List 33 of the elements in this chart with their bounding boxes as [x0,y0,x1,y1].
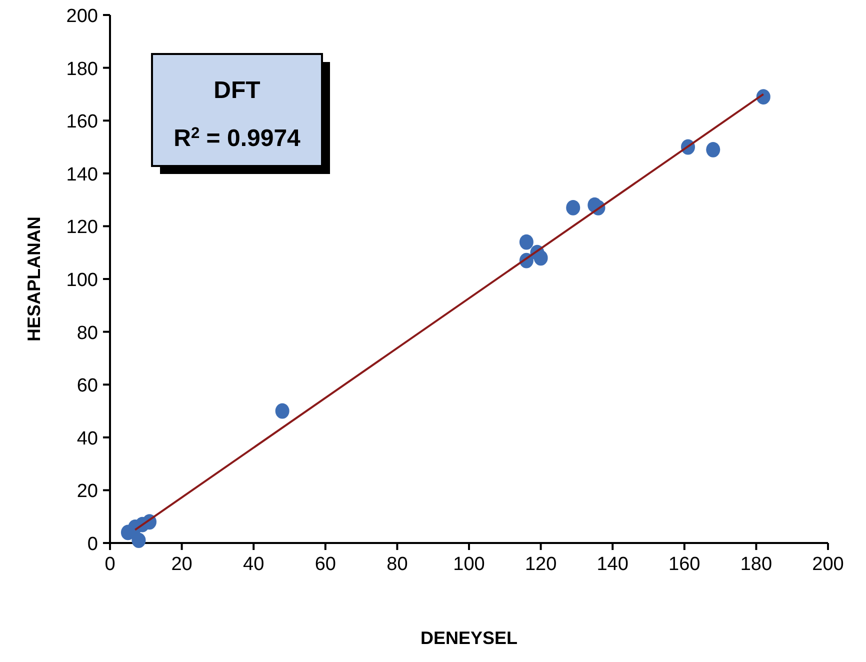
x-tick-label: 140 [596,554,628,575]
point [566,200,580,216]
point [275,403,290,419]
y-tick-label: 80 [76,322,98,344]
y-tick-label: 60 [76,376,98,397]
y-tick-label: 140 [66,164,98,186]
x-axis-title: DENEYSEL [420,628,518,648]
x-tick-label: 80 [386,554,408,575]
y-tick-label: 0 [87,534,98,555]
point [534,250,548,266]
x-tick-label: 20 [171,554,192,575]
x-tick-label: 100 [453,554,485,575]
y-tick-label: 200 [66,6,98,27]
y-tick-label: 120 [66,217,98,238]
annotation: R$^{2}$ = 0.9974 [174,124,302,152]
point [756,89,770,105]
x-tick-label: 160 [668,554,700,575]
y-tick-label: 100 [66,270,98,291]
x-tick-label: 60 [314,554,336,575]
x-tick-label: 40 [243,554,264,575]
x-tick-label: 120 [524,554,557,575]
y-tick-label: 20 [76,481,98,502]
y-axis-title: HESAPLANAN [24,216,44,342]
point [132,532,146,548]
y-tick-label: 180 [66,58,98,80]
y-tick-label: 40 [76,428,98,450]
point [706,142,720,158]
x-tick-label: 0 [104,554,116,575]
text: DFT [214,77,261,104]
y-tick-label: 160 [66,112,98,133]
x-tick-label: 200 [812,554,844,575]
x-tick-label: 180 [740,554,772,575]
point [519,234,534,250]
